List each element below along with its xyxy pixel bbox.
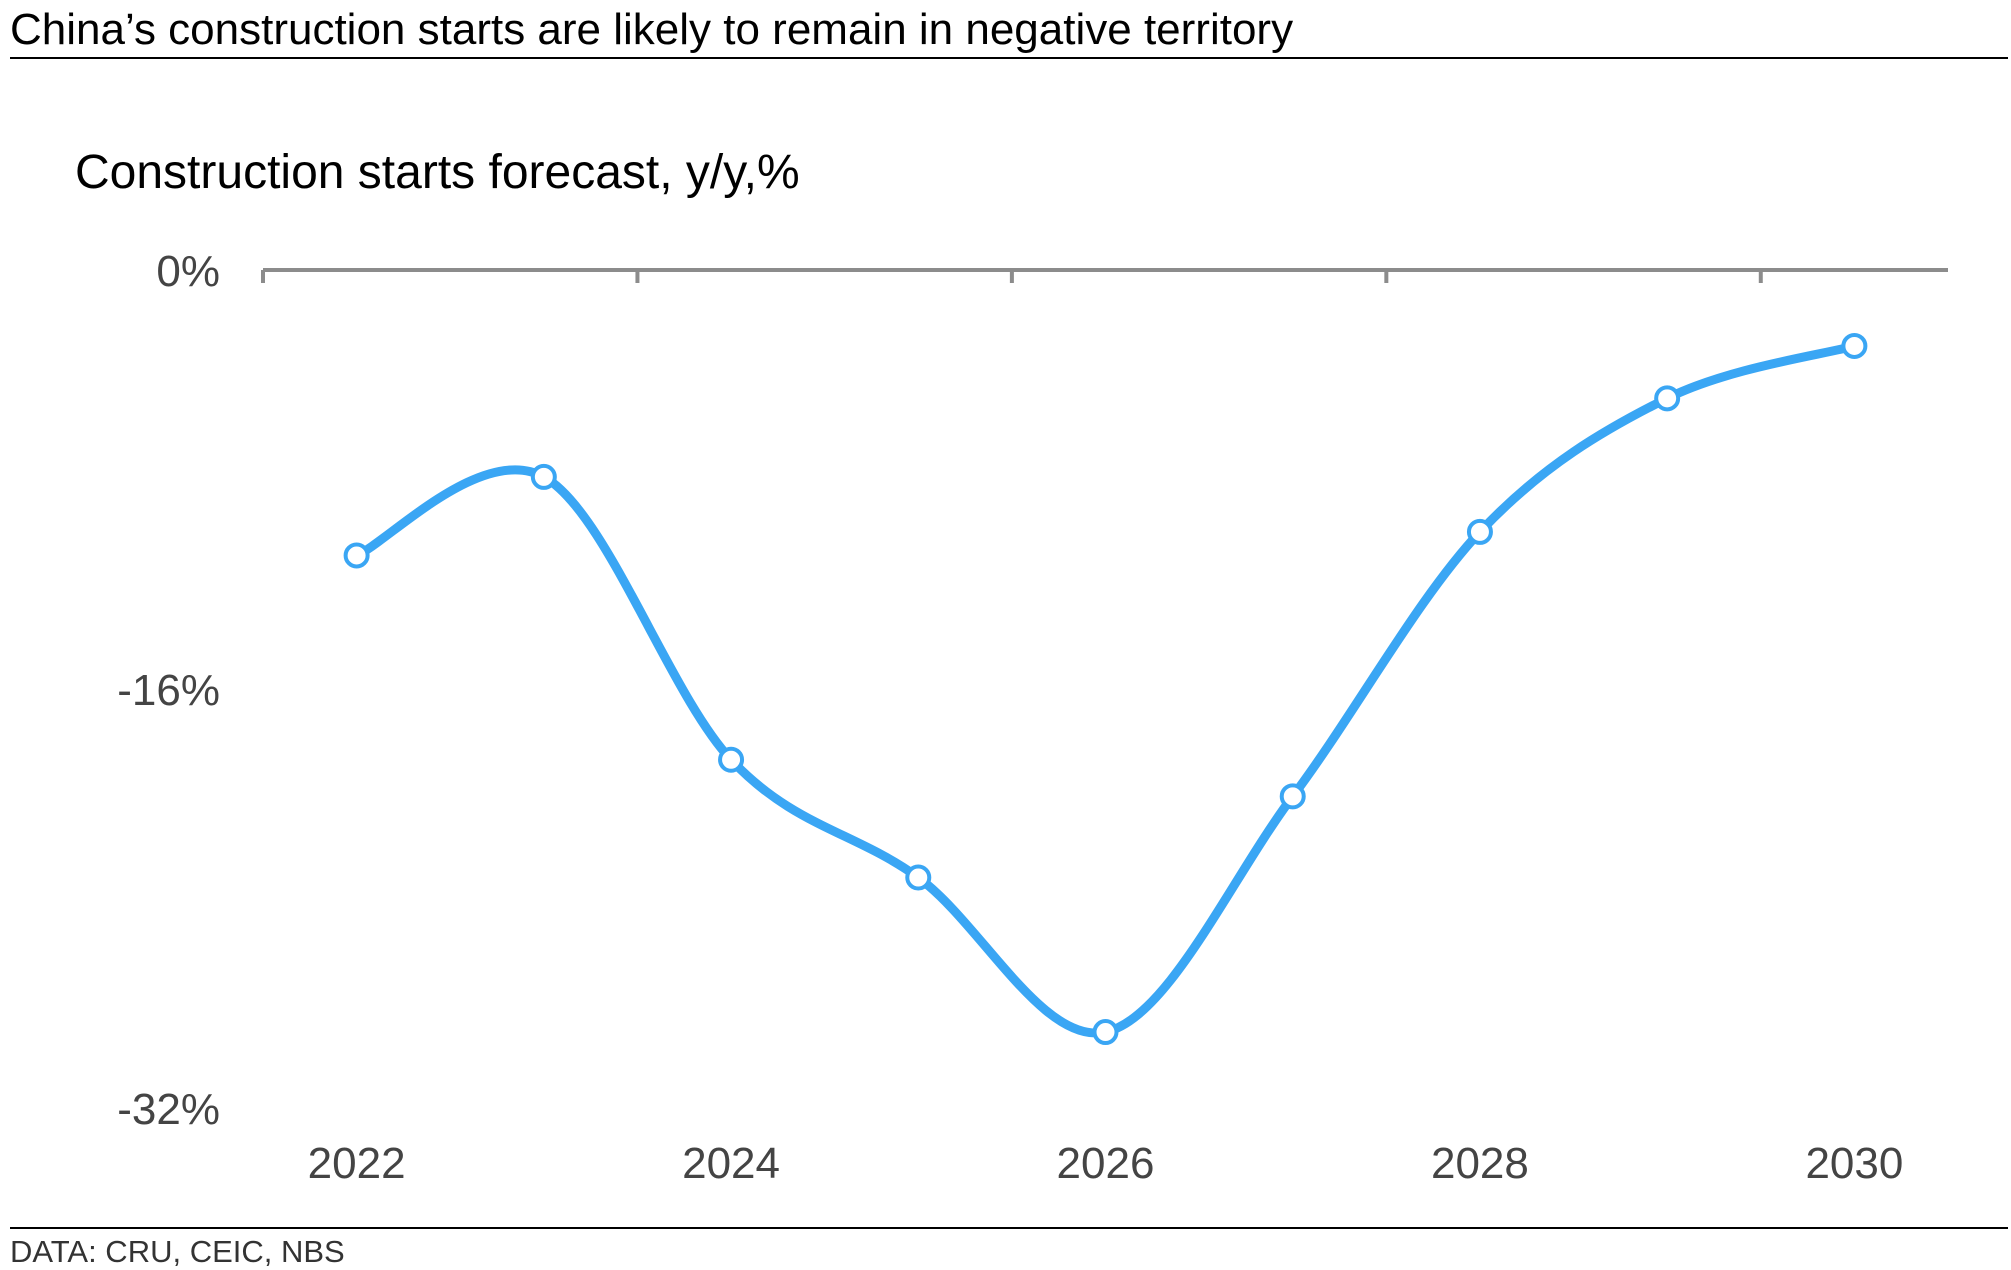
- chart-headline: China’s construction starts are likely t…: [10, 5, 1294, 54]
- axis-layer: [261, 268, 1948, 283]
- y-tick-label: -16%: [117, 666, 220, 715]
- x-tick-label: 2028: [1431, 1139, 1529, 1188]
- series-line: [352, 341, 1859, 1038]
- data-point-marker: [343, 542, 370, 569]
- x-tick-label: 2026: [1057, 1139, 1155, 1188]
- data-point-marker: [1466, 518, 1493, 545]
- y-tick-label: 0%: [156, 247, 220, 296]
- data-point-marker: [1279, 783, 1306, 810]
- source-note: DATA: CRU, CEIC, NBS: [10, 1234, 345, 1269]
- chart-subtitle: Construction starts forecast, y/y,%: [75, 146, 800, 199]
- data-point-marker: [1092, 1019, 1119, 1046]
- bottom-rule: [10, 1227, 2008, 1229]
- x-tick-label: 2022: [308, 1139, 406, 1188]
- top-rule: [10, 57, 2008, 59]
- data-point-marker: [1841, 332, 1868, 359]
- data-point-marker: [1654, 385, 1681, 412]
- line-chart: Construction starts forecast, y/y,% 0% -1…: [75, 146, 1948, 1188]
- data-point-marker: [530, 463, 557, 490]
- y-tick-label: -32%: [117, 1085, 220, 1134]
- tick-label-layer: 0% -16% -32% 2022 2024 2026 2028 2030: [117, 247, 1903, 1188]
- x-tick-label: 2024: [682, 1139, 780, 1188]
- series-layer: [352, 341, 1859, 1038]
- x-tick-label: 2030: [1805, 1139, 1903, 1188]
- data-point-marker: [718, 746, 745, 773]
- marker-layer: [343, 332, 1868, 1046]
- data-point-marker: [905, 864, 932, 891]
